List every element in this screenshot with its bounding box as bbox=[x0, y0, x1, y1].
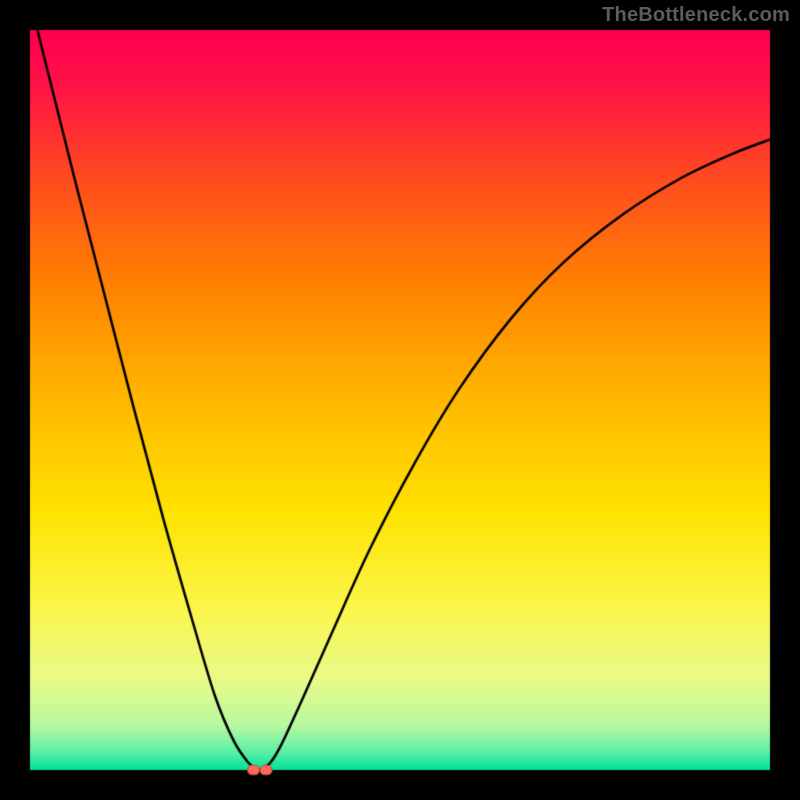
bottleneck-chart-canvas bbox=[0, 0, 800, 800]
chart-stage: TheBottleneck.com bbox=[0, 0, 800, 800]
watermark-label: TheBottleneck.com bbox=[602, 4, 790, 27]
